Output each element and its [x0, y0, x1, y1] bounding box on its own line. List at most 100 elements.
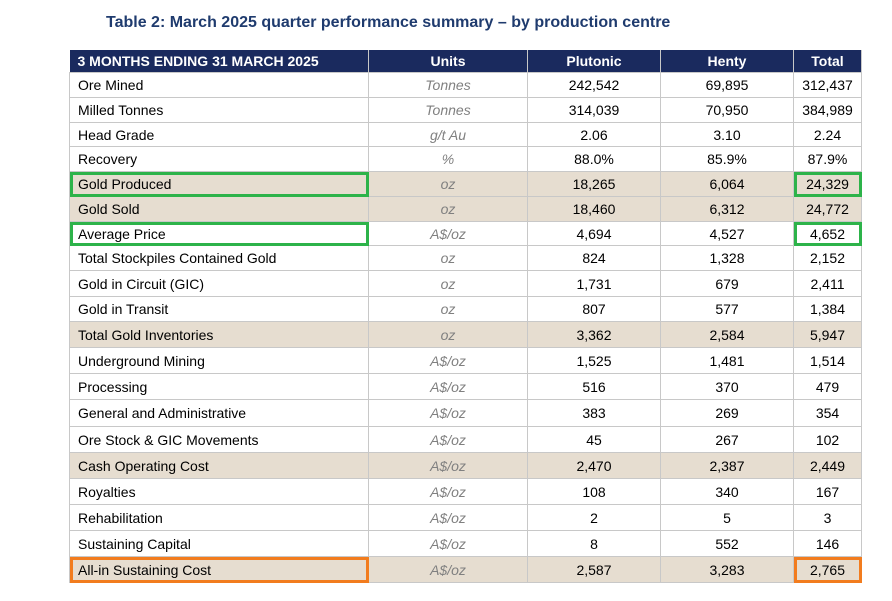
- table-row: Gold Sold oz 18,460 6,312 24,772: [69, 196, 862, 222]
- row-unit: oz: [368, 296, 528, 322]
- table-row: Underground Mining A$/oz 1,525 1,481 1,514: [69, 347, 862, 374]
- row-total-value: 87.9%: [793, 146, 862, 172]
- table-row: Average Price A$/oz 4,694 4,527 4,652: [69, 221, 862, 246]
- header-total: Total: [793, 50, 862, 73]
- table-row: Gold in Transit oz 807 577 1,384: [69, 296, 862, 322]
- row-label: Recovery: [69, 146, 369, 172]
- row-total-value: 24,772: [793, 196, 862, 222]
- row-henty-value: 679: [660, 270, 794, 297]
- row-label: Gold Sold: [69, 196, 369, 222]
- table-header-row: 3 MONTHS ENDING 31 MARCH 2025 Units Plut…: [69, 50, 862, 73]
- table-row: Milled Tonnes Tonnes 314,039 70,950 384,989: [69, 97, 862, 123]
- row-total-value: 354: [793, 399, 862, 427]
- row-henty-value: 3.10: [660, 122, 794, 147]
- table-row: Ore Mined Tonnes 242,542 69,895 312,437: [69, 72, 862, 98]
- row-plutonic-value: 18,265: [527, 171, 661, 197]
- row-unit: A$/oz: [368, 504, 528, 531]
- row-unit: Tonnes: [368, 72, 528, 98]
- row-total-value: 102: [793, 426, 862, 453]
- row-label: Average Price: [69, 221, 369, 246]
- row-total-value: 24,329: [793, 171, 862, 197]
- row-unit: A$/oz: [368, 426, 528, 453]
- row-henty-value: 1,481: [660, 347, 794, 374]
- row-plutonic-value: 18,460: [527, 196, 661, 222]
- row-unit: A$/oz: [368, 399, 528, 427]
- performance-table: 3 MONTHS ENDING 31 MARCH 2025 Units Plut…: [69, 50, 862, 583]
- table-row: Total Gold Inventories oz 3,362 2,584 5,947: [69, 321, 862, 348]
- row-label: Royalties: [69, 478, 369, 505]
- row-total-value: 1,514: [793, 347, 862, 374]
- row-henty-value: 370: [660, 373, 794, 400]
- row-plutonic-value: 8: [527, 530, 661, 557]
- row-plutonic-value: 2: [527, 504, 661, 531]
- row-unit: oz: [368, 196, 528, 222]
- row-plutonic-value: 314,039: [527, 97, 661, 123]
- row-total-value: 4,652: [793, 221, 862, 246]
- row-total-value: 2,152: [793, 245, 862, 271]
- header-plutonic: Plutonic: [527, 50, 661, 73]
- table-row: Ore Stock & GIC Movements A$/oz 45 267 102: [69, 426, 862, 453]
- row-label: Head Grade: [69, 122, 369, 147]
- row-unit: A$/oz: [368, 478, 528, 505]
- row-unit: A$/oz: [368, 556, 528, 583]
- row-label: Cash Operating Cost: [69, 452, 369, 479]
- table-row: Processing A$/oz 516 370 479: [69, 373, 862, 400]
- row-total-value: 2,411: [793, 270, 862, 297]
- table-row: Gold in Circuit (GIC) oz 1,731 679 2,411: [69, 270, 862, 297]
- table-row: General and Administrative A$/oz 383 269 354: [69, 399, 862, 427]
- row-total-value: 146: [793, 530, 862, 557]
- row-label: Sustaining Capital: [69, 530, 369, 557]
- row-henty-value: 5: [660, 504, 794, 531]
- row-unit: %: [368, 146, 528, 172]
- row-label: Milled Tonnes: [69, 97, 369, 123]
- row-henty-value: 3,283: [660, 556, 794, 583]
- header-period: 3 MONTHS ENDING 31 MARCH 2025: [69, 50, 369, 73]
- row-unit: Tonnes: [368, 97, 528, 123]
- row-label: Ore Stock & GIC Movements: [69, 426, 369, 453]
- row-label: Ore Mined: [69, 72, 369, 98]
- row-unit: A$/oz: [368, 452, 528, 479]
- row-unit: oz: [368, 245, 528, 271]
- row-unit: g/t Au: [368, 122, 528, 147]
- row-label: General and Administrative: [69, 399, 369, 427]
- row-total-value: 167: [793, 478, 862, 505]
- row-henty-value: 6,312: [660, 196, 794, 222]
- row-henty-value: 552: [660, 530, 794, 557]
- row-unit: oz: [368, 171, 528, 197]
- row-henty-value: 2,584: [660, 321, 794, 348]
- row-plutonic-value: 2,470: [527, 452, 661, 479]
- row-label: Rehabilitation: [69, 504, 369, 531]
- row-plutonic-value: 2.06: [527, 122, 661, 147]
- table-row: Cash Operating Cost A$/oz 2,470 2,387 2,449: [69, 452, 862, 479]
- row-label: Gold Produced: [69, 171, 369, 197]
- row-total-value: 2,449: [793, 452, 862, 479]
- row-total-value: 2,765: [793, 556, 862, 583]
- row-henty-value: 269: [660, 399, 794, 427]
- row-label: All-in Sustaining Cost: [69, 556, 369, 583]
- table-row: Rehabilitation A$/oz 2 5 3: [69, 504, 862, 531]
- header-henty: Henty: [660, 50, 794, 73]
- row-henty-value: 2,387: [660, 452, 794, 479]
- table-row: Sustaining Capital A$/oz 8 552 146: [69, 530, 862, 557]
- row-total-value: 2.24: [793, 122, 862, 147]
- row-henty-value: 577: [660, 296, 794, 322]
- row-henty-value: 70,950: [660, 97, 794, 123]
- row-unit: A$/oz: [368, 221, 528, 246]
- row-unit: oz: [368, 270, 528, 297]
- row-plutonic-value: 824: [527, 245, 661, 271]
- row-plutonic-value: 516: [527, 373, 661, 400]
- row-label: Gold in Circuit (GIC): [69, 270, 369, 297]
- row-unit: A$/oz: [368, 530, 528, 557]
- row-total-value: 1,384: [793, 296, 862, 322]
- row-total-value: 5,947: [793, 321, 862, 348]
- row-total-value: 312,437: [793, 72, 862, 98]
- table-title: Table 2: March 2025 quarter performance …: [106, 14, 671, 31]
- row-plutonic-value: 383: [527, 399, 661, 427]
- row-plutonic-value: 45: [527, 426, 661, 453]
- row-plutonic-value: 1,525: [527, 347, 661, 374]
- row-henty-value: 1,328: [660, 245, 794, 271]
- row-label: Underground Mining: [69, 347, 369, 374]
- row-total-value: 3: [793, 504, 862, 531]
- row-unit: oz: [368, 321, 528, 348]
- row-plutonic-value: 3,362: [527, 321, 661, 348]
